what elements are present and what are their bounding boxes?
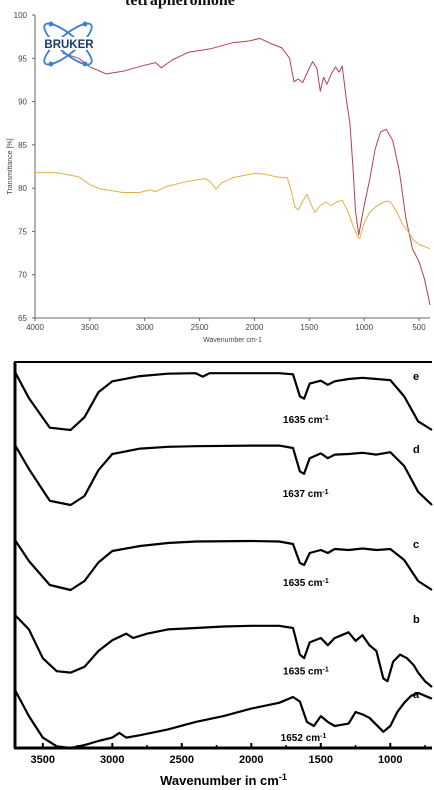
- logo-dot: [48, 61, 54, 67]
- logo-text-backdrop: [37, 37, 101, 50]
- trace-a: [14, 689, 433, 750]
- x-tick-label: 2000: [239, 754, 263, 766]
- y-tick-label: 80: [18, 184, 27, 193]
- x-tick-label: 2500: [191, 323, 209, 332]
- y-tick-label: 65: [18, 314, 27, 323]
- logo-dot: [82, 61, 88, 67]
- peak-label-c: 1635 cm-1: [283, 578, 329, 590]
- x-tick-label: 1000: [378, 754, 402, 766]
- logo-dot: [48, 21, 54, 27]
- x-tick-label: 1500: [300, 323, 318, 332]
- x-tick-label: 4000: [26, 323, 44, 332]
- spectrum-line-2: [35, 172, 431, 250]
- x-tick-label: 1000: [355, 323, 373, 332]
- trace-label-a: a: [413, 689, 420, 701]
- trace-label-e: e: [413, 371, 419, 383]
- y-tick-label: 95: [18, 54, 27, 63]
- x-tick-label: 2500: [170, 754, 194, 766]
- ftir-chart-bottom: 3500 3000 2500 2000 1500 1000 Wavenumber in cm…: [13, 361, 433, 788]
- x-tick-label: 3000: [100, 754, 124, 766]
- spectrum-line-1: [62, 37, 431, 306]
- x-tick-label: 3000: [136, 323, 154, 332]
- trace-label-d: d: [413, 444, 420, 456]
- page-header: tetrapheromone: [0, 0, 434, 14]
- x-tick-label: 3500: [81, 323, 99, 332]
- logo-dot: [82, 21, 88, 27]
- trace-b: [14, 614, 433, 688]
- x-axis-title: Wavenumber in cm-1: [160, 772, 287, 788]
- trace-d: [14, 444, 433, 507]
- trace-c: [14, 539, 433, 592]
- header-title: tetrapheromone: [125, 0, 235, 9]
- y-tick-label: 85: [18, 141, 27, 150]
- y-tick-label: 90: [18, 98, 27, 107]
- trace-e: [14, 371, 433, 432]
- y-axis-title: Transmittance [%]: [7, 138, 14, 194]
- y-tick-label: 75: [18, 227, 27, 236]
- trace-label-b: b: [413, 614, 420, 626]
- peak-label-a: 1652 cm-1: [281, 732, 327, 744]
- x-axis-title: Wavenumber cm-1: [203, 337, 262, 344]
- x-tick-label: 1500: [309, 754, 333, 766]
- peak-label-d: 1637 cm-1: [283, 489, 329, 501]
- ftir-chart-top: 65 70 75 80 85 90 95 100 4000 3500 3000 2500 2000 150…: [7, 11, 431, 344]
- x-tick-label: 2000: [246, 323, 264, 332]
- trace-label-c: c: [413, 539, 419, 551]
- y-tick-label: 100: [14, 11, 28, 20]
- bruker-logo: BRUKER: [37, 21, 101, 67]
- y-tick-label: 70: [18, 271, 27, 280]
- peak-label-b: 1635 cm-1: [283, 666, 329, 678]
- logo-text: BRUKER: [44, 39, 94, 51]
- x-tick-label: 500: [412, 323, 426, 332]
- peak-label-e: 1635 cm-1: [283, 414, 329, 426]
- x-tick-label: 3500: [31, 754, 55, 766]
